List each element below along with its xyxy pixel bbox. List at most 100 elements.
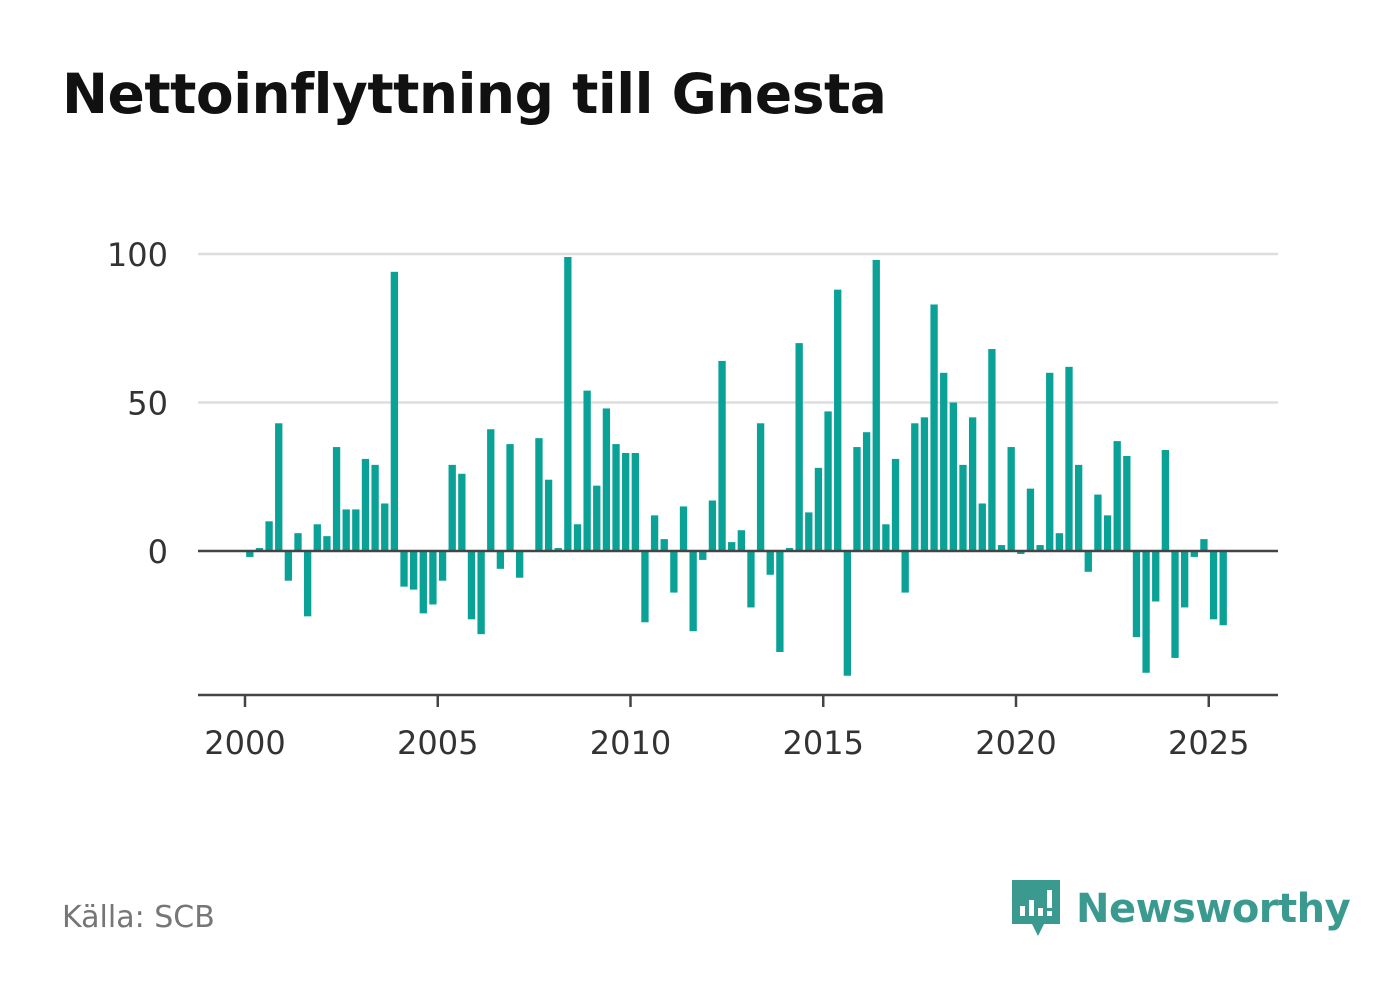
- bar: [1113, 441, 1121, 551]
- bar: [381, 503, 389, 551]
- bar: [708, 500, 717, 551]
- bar: [978, 503, 986, 551]
- bar: [1161, 450, 1170, 551]
- bar: [554, 548, 562, 551]
- bar: [997, 545, 1006, 551]
- bar: [1094, 494, 1102, 551]
- bar: [679, 506, 688, 551]
- bar: [255, 548, 264, 551]
- bar: [438, 551, 447, 581]
- bar: [959, 464, 967, 551]
- bar: [1142, 551, 1150, 673]
- bar: [458, 473, 466, 551]
- bar: [785, 548, 794, 551]
- bar: [756, 423, 765, 551]
- bar: [699, 551, 707, 560]
- bar: [824, 411, 832, 551]
- bar: [1074, 464, 1083, 551]
- bar: [265, 521, 273, 551]
- bar: [1209, 551, 1218, 620]
- bar: [294, 533, 302, 551]
- bar: [882, 524, 890, 551]
- bar: [1123, 455, 1131, 551]
- x-tick-label-2010: 2010: [590, 724, 671, 762]
- newsworthy-logo-icon: [1012, 880, 1060, 936]
- x-tick-label-2015: 2015: [783, 724, 864, 762]
- bar: [862, 432, 871, 551]
- y-tick-label-0: 0: [148, 533, 168, 571]
- bar: [718, 360, 726, 551]
- y-tick-label-50: 50: [127, 385, 168, 423]
- bar: [776, 551, 784, 652]
- bar: [1017, 551, 1025, 554]
- x-tick-label-2000: 2000: [204, 724, 285, 762]
- bar: [602, 408, 611, 551]
- bar: [400, 551, 408, 587]
- bar: [1036, 545, 1044, 551]
- x-tick-label-2025: 2025: [1168, 724, 1249, 762]
- bar: [1103, 515, 1112, 551]
- bar: [891, 458, 900, 551]
- bar: [728, 542, 736, 551]
- bar: [650, 515, 659, 551]
- bar: [332, 447, 341, 551]
- bar: [805, 512, 813, 551]
- bar: [968, 417, 977, 551]
- bar: [1046, 372, 1054, 551]
- bar: [747, 551, 755, 608]
- brand-logo: Newsworthy: [1010, 878, 1351, 940]
- bar: [275, 423, 283, 551]
- bar: [352, 509, 360, 551]
- bar: [1007, 447, 1015, 551]
- bar: [477, 551, 485, 635]
- bar: [573, 524, 582, 551]
- bar: [795, 343, 803, 551]
- bar: [622, 452, 630, 551]
- bar: [583, 390, 591, 551]
- bar: [853, 447, 861, 551]
- bar: [814, 467, 823, 551]
- bar: [660, 539, 668, 551]
- bar: [544, 479, 553, 551]
- bar: [689, 551, 697, 632]
- x-tick-label-2005: 2005: [397, 724, 478, 762]
- bar: [940, 372, 948, 551]
- bar: [313, 524, 321, 551]
- bar: [930, 304, 938, 551]
- bar: [641, 551, 649, 623]
- y-tick-label-100: 100: [107, 236, 168, 274]
- bar: [593, 485, 601, 551]
- bar: [920, 417, 929, 551]
- bar: [535, 438, 543, 551]
- source-note: Källa: SCB: [62, 900, 215, 935]
- bar: [872, 259, 880, 551]
- bar: [419, 551, 427, 614]
- bar: [1171, 551, 1179, 658]
- bar: [737, 530, 745, 551]
- bar: [361, 458, 370, 551]
- bar: [429, 551, 437, 605]
- bar: [516, 551, 524, 578]
- bar: [496, 551, 505, 569]
- chart-title: Nettoinflyttning till Gnesta: [62, 62, 887, 126]
- bar: [409, 551, 418, 590]
- bar: [1084, 551, 1092, 572]
- bar: [1190, 551, 1198, 557]
- bar: [911, 423, 919, 551]
- bar: [246, 551, 254, 557]
- bar: [766, 551, 774, 575]
- bar: [371, 464, 379, 551]
- bars: [246, 256, 1227, 676]
- bar: [1055, 533, 1064, 551]
- bar: [670, 551, 678, 593]
- bar: [342, 509, 350, 551]
- bar: [631, 452, 639, 551]
- bar: [612, 444, 620, 551]
- bar: [1152, 551, 1160, 602]
- bar: [448, 464, 456, 551]
- bar: [843, 551, 852, 676]
- brand-name: Newsworthy: [1076, 886, 1351, 932]
- bar: [1200, 539, 1208, 551]
- bar: [323, 536, 331, 551]
